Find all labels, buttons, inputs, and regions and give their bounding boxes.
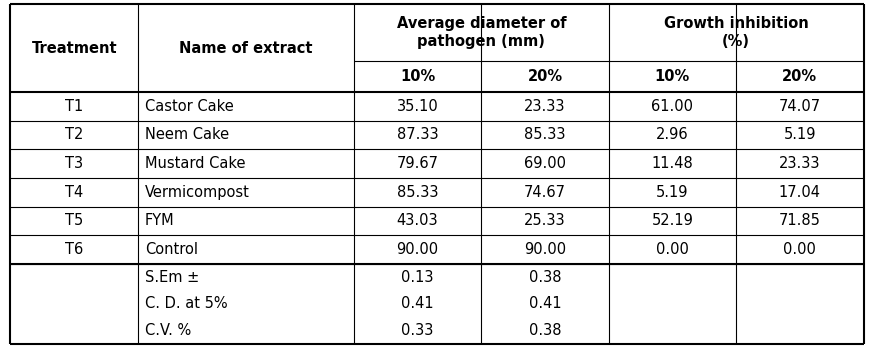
- Text: 5.19: 5.19: [784, 127, 816, 142]
- Text: 0.13: 0.13: [401, 270, 434, 285]
- Text: C. D. at 5%: C. D. at 5%: [145, 296, 227, 311]
- Text: 0.00: 0.00: [783, 242, 816, 257]
- Text: 35.10: 35.10: [397, 99, 439, 114]
- Text: 20%: 20%: [527, 69, 563, 84]
- Text: 20%: 20%: [782, 69, 817, 84]
- Text: Average diameter of
pathogen (mm): Average diameter of pathogen (mm): [397, 16, 566, 49]
- Text: Control: Control: [145, 242, 198, 257]
- Text: 25.33: 25.33: [524, 213, 565, 228]
- Text: 52.19: 52.19: [651, 213, 693, 228]
- Text: 0.00: 0.00: [656, 242, 689, 257]
- Text: 87.33: 87.33: [397, 127, 439, 142]
- Text: 0.33: 0.33: [401, 323, 434, 338]
- Text: 11.48: 11.48: [651, 156, 693, 171]
- Text: 90.00: 90.00: [397, 242, 439, 257]
- Text: Castor Cake: Castor Cake: [145, 99, 233, 114]
- Text: T1: T1: [65, 99, 83, 114]
- Text: Mustard Cake: Mustard Cake: [145, 156, 246, 171]
- Text: 23.33: 23.33: [779, 156, 821, 171]
- Text: 0.41: 0.41: [529, 296, 561, 311]
- Text: 71.85: 71.85: [779, 213, 821, 228]
- Text: 23.33: 23.33: [524, 99, 565, 114]
- Text: Growth inhibition
(%): Growth inhibition (%): [663, 16, 808, 49]
- Text: 43.03: 43.03: [397, 213, 439, 228]
- Text: T4: T4: [65, 185, 83, 200]
- Text: 74.07: 74.07: [779, 99, 821, 114]
- Text: 0.38: 0.38: [529, 323, 561, 338]
- Text: C.V. %: C.V. %: [145, 323, 191, 338]
- Text: Neem Cake: Neem Cake: [145, 127, 229, 142]
- Text: T6: T6: [65, 242, 83, 257]
- Text: 61.00: 61.00: [651, 99, 693, 114]
- Text: T5: T5: [65, 213, 83, 228]
- Text: 74.67: 74.67: [524, 185, 566, 200]
- Text: 79.67: 79.67: [397, 156, 439, 171]
- Text: 69.00: 69.00: [524, 156, 566, 171]
- Text: 85.33: 85.33: [524, 127, 565, 142]
- Text: 90.00: 90.00: [524, 242, 566, 257]
- Text: 0.41: 0.41: [401, 296, 434, 311]
- Text: 10%: 10%: [400, 69, 435, 84]
- Text: T3: T3: [66, 156, 83, 171]
- Text: S.Em ±: S.Em ±: [145, 270, 199, 285]
- Text: 2.96: 2.96: [656, 127, 689, 142]
- Text: 0.38: 0.38: [529, 270, 561, 285]
- Text: Name of extract: Name of extract: [179, 41, 313, 56]
- Text: 5.19: 5.19: [656, 185, 689, 200]
- Text: Treatment: Treatment: [31, 41, 117, 56]
- Text: FYM: FYM: [145, 213, 175, 228]
- Text: Vermicompost: Vermicompost: [145, 185, 250, 200]
- Text: 10%: 10%: [655, 69, 690, 84]
- Text: 17.04: 17.04: [779, 185, 821, 200]
- Text: 85.33: 85.33: [397, 185, 439, 200]
- Text: T2: T2: [65, 127, 83, 142]
